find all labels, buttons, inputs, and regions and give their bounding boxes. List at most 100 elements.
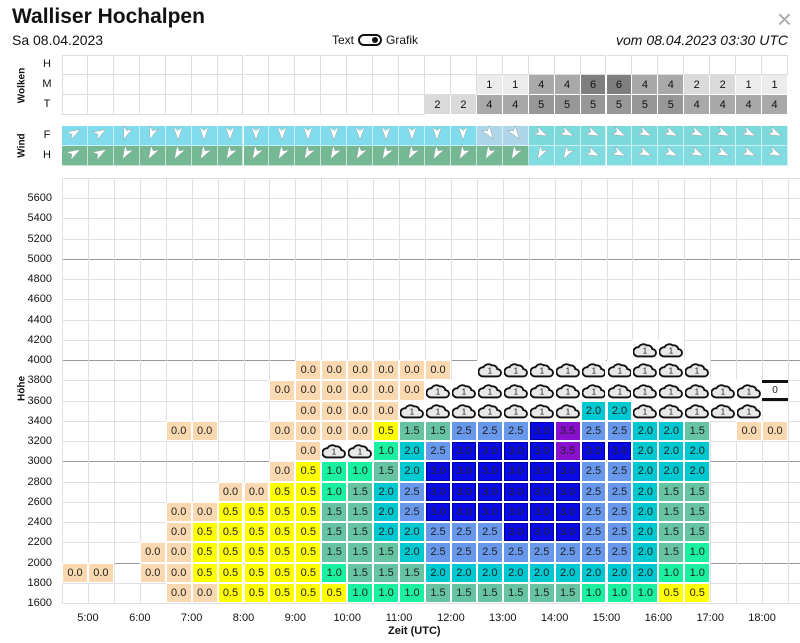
- forecast-cell: 0.5: [243, 542, 270, 563]
- toggle-label-grafik[interactable]: Grafik: [386, 33, 419, 47]
- cloud-cell: [321, 95, 348, 115]
- wind-cell: [736, 145, 763, 166]
- svg-text:1: 1: [513, 387, 518, 396]
- altitude-tick-label: 2800: [27, 475, 52, 488]
- forecast-cell: 1.0: [658, 562, 685, 583]
- svg-text:1: 1: [488, 387, 493, 396]
- forecast-cell: 0.5: [295, 461, 322, 482]
- wind-cell: [321, 126, 348, 146]
- wind-cell: [450, 144, 477, 166]
- forecast-cell: 0.0: [139, 542, 166, 563]
- wind-arrow-icon: [196, 144, 212, 166]
- cloud-cell: [269, 95, 296, 115]
- forecast-cell: 3.0: [502, 461, 529, 482]
- wind-cell: [165, 126, 192, 146]
- cloud-cell: [87, 55, 114, 75]
- forecast-cell: 2.5: [606, 542, 633, 563]
- forecast-cell: 3.5: [554, 420, 581, 442]
- wind-arrow-icon: [714, 145, 731, 166]
- wind-arrow-icon: [740, 125, 757, 146]
- wind-arrow-icon: [352, 125, 368, 146]
- forecast-cell: 2.5: [580, 461, 607, 482]
- cloud-cell: [191, 95, 218, 115]
- cloud-cell: 4: [736, 95, 763, 115]
- forecast-cell: 0.0: [347, 380, 374, 401]
- cloud-icon: 1: [632, 380, 659, 401]
- wind-arrow-icon: [144, 124, 160, 146]
- grid-line: [62, 198, 800, 200]
- forecast-cell: 2.0: [606, 562, 633, 583]
- altitude-tick-label: 3400: [27, 414, 52, 427]
- view-toggle[interactable]: Text Grafik: [332, 33, 418, 47]
- cloud-icon: 1: [528, 400, 555, 421]
- forecast-cell: 3.0: [580, 441, 607, 462]
- wind-arrow-icon: [144, 144, 160, 166]
- forecast-cell: 1.0: [373, 582, 400, 603]
- forecast-cell: 0.0: [347, 400, 374, 421]
- forecast-cell: 1.5: [399, 562, 425, 583]
- time-tick-label: 17:00: [696, 612, 724, 624]
- cloud-cell: [347, 55, 374, 75]
- forecast-cell: 1.5: [450, 582, 477, 603]
- svg-text:1: 1: [721, 387, 726, 396]
- forecast-cell: 1.5: [373, 562, 400, 583]
- wind-cell: [554, 144, 581, 166]
- forecast-cell: 2.5: [425, 542, 451, 563]
- forecast-cell: 1.5: [399, 420, 425, 442]
- cloud-cell: 1: [502, 75, 529, 95]
- altitude-tick-label: 4600: [27, 293, 52, 306]
- forecast-cell: 1.5: [347, 542, 374, 563]
- forecast-cell: 1.5: [476, 582, 503, 603]
- forecast-cell: 0.0: [347, 360, 374, 381]
- cloud-cell: [321, 55, 348, 75]
- wind-cell: [295, 126, 322, 146]
- cloud-cell: 5: [632, 95, 659, 115]
- toggle-label-text[interactable]: Text: [332, 33, 355, 47]
- svg-text:1: 1: [539, 387, 544, 396]
- wind-arrow-icon: [610, 145, 627, 166]
- forecast-cell: 1.0: [606, 582, 633, 603]
- cloud-cell: [528, 55, 555, 75]
- forecast-cell: 0.0: [399, 360, 425, 381]
- forecast-cell: 2.0: [502, 562, 529, 583]
- forecast-cell: 1.5: [658, 542, 685, 563]
- forecast-cell: 3.0: [528, 420, 555, 442]
- wind-arrow-icon: [455, 144, 472, 166]
- wind-arrow-icon: [170, 144, 186, 166]
- svg-text:1: 1: [669, 367, 674, 376]
- close-icon[interactable]: ×: [776, 4, 792, 34]
- forecast-cell: 2.5: [606, 522, 633, 543]
- cloud-cell: 1: [476, 75, 503, 95]
- forecast-cell: 1.5: [347, 522, 374, 543]
- wind-cell: [710, 125, 737, 146]
- wind-arrow-icon: [92, 145, 108, 166]
- forecast-cell: 0.5: [295, 582, 322, 603]
- forecast-cell: 0.0: [139, 562, 166, 583]
- cloud-cell: 5: [658, 95, 685, 115]
- altitude-tick-label: 1800: [27, 576, 52, 589]
- wind-arrow-icon: [584, 125, 601, 146]
- altitude-tick-label: 5200: [27, 232, 52, 245]
- altitude-tick-label: 4200: [27, 333, 52, 346]
- altitude-tick-label: 2600: [27, 495, 52, 508]
- wind-cell: [684, 145, 711, 166]
- forecast-cell: 3.0: [502, 481, 529, 502]
- wind-arrow-icon: [740, 145, 757, 166]
- cloud-icon: 1: [632, 339, 659, 361]
- toggle-switch[interactable]: [358, 34, 383, 46]
- cloud-cell: [321, 75, 348, 95]
- forecast-cell: 0.5: [217, 582, 244, 603]
- cloud-cell: [632, 55, 659, 75]
- wind-arrow-icon: [378, 125, 394, 146]
- altitude-tick-label: 4000: [27, 354, 52, 367]
- forecast-cell: 0.5: [658, 582, 685, 603]
- forecast-cell: 0.0: [269, 461, 296, 482]
- forecast-cell: 0.0: [736, 420, 763, 442]
- forecast-cell: 0.5: [243, 582, 270, 603]
- forecast-cell: 0.5: [269, 522, 296, 543]
- forecast-cell: 0.0: [269, 380, 296, 401]
- forecast-cell: 0.0: [321, 400, 348, 421]
- wind-cell: [321, 144, 348, 166]
- forecast-cell: 2.0: [632, 420, 659, 442]
- forecast-cell: 2.5: [450, 542, 477, 563]
